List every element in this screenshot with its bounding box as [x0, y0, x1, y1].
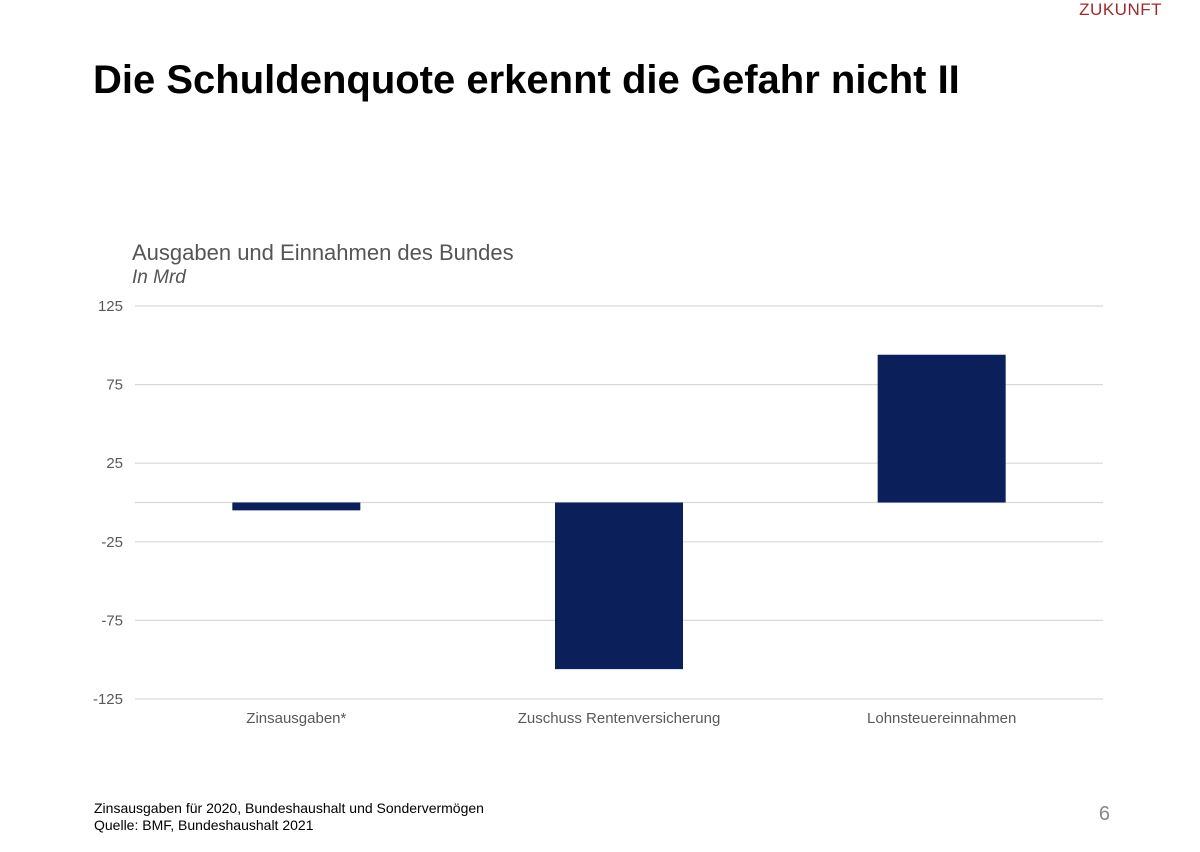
footnote: Zinsausgaben für 2020, Bundeshaushalt un… — [94, 800, 484, 834]
footnote-line: Zinsausgaben für 2020, Bundeshaushalt un… — [94, 800, 484, 816]
page-number: 6 — [1098, 803, 1110, 825]
source-line: Quelle: BMF, Bundeshaushalt 2021 — [94, 817, 314, 833]
brand-label: ZUKUNFT — [1079, 0, 1162, 19]
y-tick-label: -125 — [93, 691, 123, 708]
bar — [555, 502, 683, 670]
bar — [232, 502, 361, 511]
x-tick-label: Zuschuss Rentenversicherung — [518, 710, 721, 727]
page-title: Die Schuldenquote erkennt die Gefahr nic… — [93, 58, 960, 102]
y-tick-label: -75 — [101, 612, 123, 629]
x-tick-label: Lohnsteuereinnahmen — [867, 710, 1016, 727]
y-tick-label: -25 — [101, 534, 123, 551]
x-tick-label: Zinsausgaben* — [246, 710, 346, 727]
chart-title: Ausgaben und Einnahmen des Bundes — [132, 240, 514, 265]
y-tick-label: 125 — [98, 298, 123, 315]
y-tick-label: 75 — [106, 377, 123, 394]
bar — [877, 354, 1006, 503]
y-tick-label: 25 — [106, 455, 123, 472]
chart-subtitle: In Mrd — [132, 267, 186, 288]
